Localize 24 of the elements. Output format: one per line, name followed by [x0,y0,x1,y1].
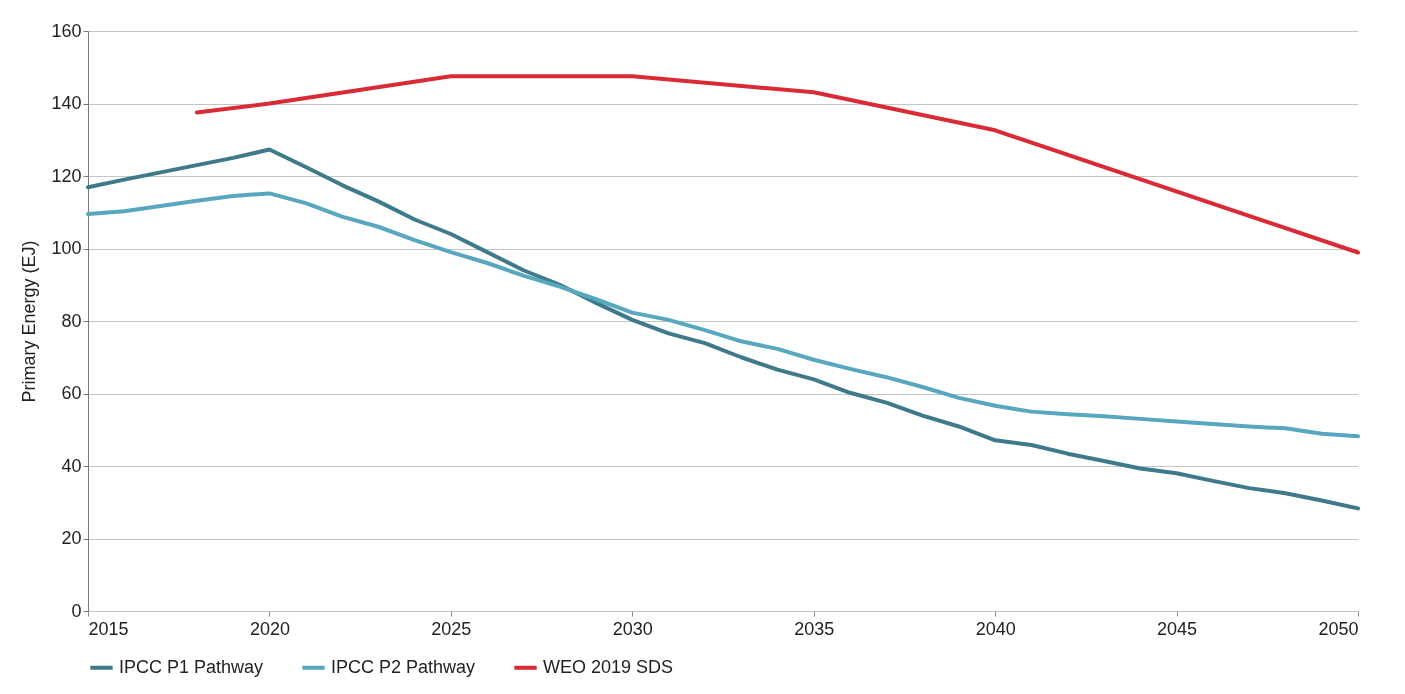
x-tick-label: 2025 [431,618,472,639]
x-tick-label: 2035 [794,618,835,639]
legend-label: IPCC P2 Pathway [331,656,476,677]
line-series [86,191,1360,439]
y-tick-label: 160 [51,20,82,41]
line-series [194,74,1360,255]
y-tick-label: 100 [51,238,82,258]
y-tick-label: 0 [71,600,82,621]
y-tick-label: 80 [61,310,82,331]
y-tick-label: 40 [61,455,82,476]
y-tick-label: 120 [51,165,82,186]
x-tick-label: 2020 [249,618,290,639]
legend-label: WEO 2019 SDS [543,656,674,677]
line-series [86,147,1360,511]
x-tick-label: 2045 [1157,618,1198,639]
y-tick-label: 20 [61,528,82,548]
x-tick-label: 2040 [975,618,1016,639]
y-tick-label: 60 [61,383,82,403]
y-tick-label: 140 [51,93,82,113]
legend-label: IPCC P1 Pathway [119,656,264,677]
x-tick-label: 2050 [1318,618,1359,639]
x-tick-label: 2015 [88,618,129,639]
x-tick-label: 2030 [612,618,653,639]
y-axis-title: Primary Energy (EJ) [19,240,40,403]
